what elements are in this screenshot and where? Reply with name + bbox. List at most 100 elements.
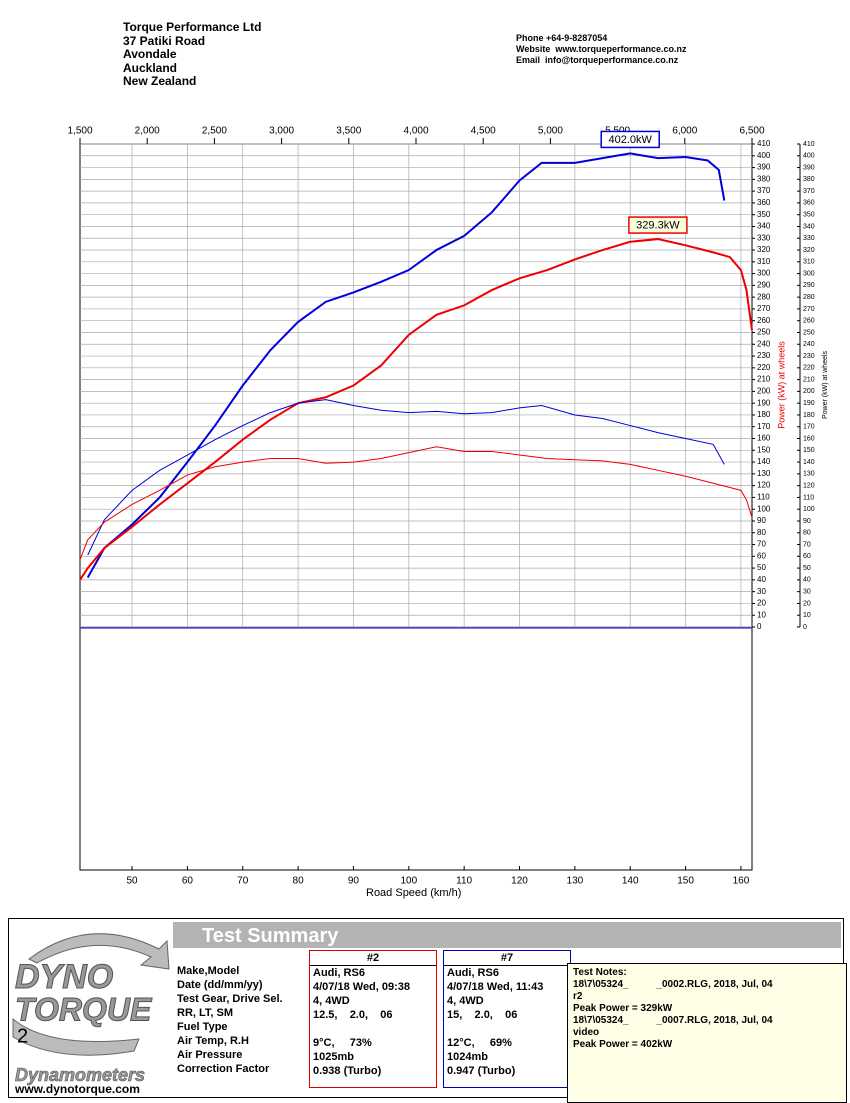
y-tick-label: 50 xyxy=(757,563,766,572)
y2-tick-label: 310 xyxy=(803,259,815,266)
logo-url: www.dynotorque.com xyxy=(14,1082,140,1096)
note-line: Peak Power = 329kW xyxy=(573,1003,673,1014)
y2-tick-label: 230 xyxy=(803,353,815,360)
y2-tick-label: 110 xyxy=(803,494,814,501)
run-name: #2 xyxy=(310,951,436,966)
y2-tick-label: 380 xyxy=(803,176,815,183)
plot-frame xyxy=(79,143,753,871)
y-tick-label: 60 xyxy=(757,551,766,560)
run-value: 9°C, 73% xyxy=(313,1037,372,1049)
address-line: New Zealand xyxy=(123,74,197,88)
y2-tick-label: 100 xyxy=(803,506,815,513)
y-tick-label: 230 xyxy=(757,351,771,360)
y-tick-label: 0 xyxy=(757,622,762,631)
note-line: Peak Power = 402kW xyxy=(573,1039,673,1050)
y2-tick-label: 390 xyxy=(803,164,815,171)
x-tick-label: 90 xyxy=(348,876,360,887)
y-tick-label: 350 xyxy=(757,210,771,219)
run-value: Audi, RS6 xyxy=(313,967,365,979)
y-tick-label: 200 xyxy=(757,386,771,395)
x-tick-label: 50 xyxy=(126,876,138,887)
contact-line: Phone +64-9-8287054 xyxy=(516,33,608,43)
x-tick-label: 80 xyxy=(293,876,305,887)
run-value: 15, 2.0, 06 xyxy=(447,1009,518,1021)
peak-label-box xyxy=(628,216,688,234)
row-label: Air Pressure xyxy=(177,1049,243,1061)
x-tick-label: 130 xyxy=(567,876,584,887)
y-tick-label: 40 xyxy=(757,575,766,584)
y-tick-label: 220 xyxy=(757,363,771,372)
x2-tick-label: 6,500 xyxy=(739,126,764,137)
run-value xyxy=(313,1022,436,1036)
y2-tick-label: 360 xyxy=(803,200,815,207)
y-tick-label: 80 xyxy=(757,528,766,537)
y2-tick-label: 120 xyxy=(803,482,815,489)
y2-tick-label: 190 xyxy=(803,400,815,407)
logo-text: Dynamometers xyxy=(15,1065,145,1085)
y-tick-label: 410 xyxy=(757,139,771,148)
y2-tick-label: 160 xyxy=(803,435,815,442)
y-tick-label: 20 xyxy=(757,599,766,608)
run-value: 0.938 (Turbo) xyxy=(313,1065,382,1077)
y2-tick-label: 300 xyxy=(803,270,815,277)
y2-tick-label: 70 xyxy=(803,541,811,548)
y-tick-label: 30 xyxy=(757,587,766,596)
run-value: 12°C, 69% xyxy=(447,1037,512,1049)
note-line: 18\7\05324_ _0007.RLG, 2018, Jul, 04 xyxy=(573,1015,773,1026)
y-tick-label: 100 xyxy=(757,504,771,513)
note-line: video xyxy=(573,1027,600,1038)
logo-number: 2 xyxy=(17,1025,28,1047)
y-tick-label: 270 xyxy=(757,304,771,313)
y-tick-label: 190 xyxy=(757,398,771,407)
run-column: #2 Audi, RS6 4/07/18 Wed, 09:38 4, 4WD 12.5,… xyxy=(309,950,437,1088)
dyno-chart: Road Speed (km/h) Power (kW) at wheels P… xyxy=(67,126,829,899)
run-value: 1025mb xyxy=(313,1051,354,1063)
row-label: Air Temp, R.H xyxy=(177,1035,249,1047)
x-tick-label: 150 xyxy=(677,876,694,887)
y-tick-label: 130 xyxy=(757,469,771,478)
y-tick-label: 380 xyxy=(757,174,771,183)
run-value: 0.947 (Turbo) xyxy=(447,1065,516,1077)
y2-tick-label: 340 xyxy=(803,223,815,230)
y2-tick-label: 250 xyxy=(803,329,815,336)
row-label: RR, LT, SM xyxy=(177,1007,234,1019)
test-summary: DYNO TORQUE 2 Dynamometers www.dynotorqu… xyxy=(8,918,847,1103)
company-address: Torque Performance Ltd 37 Patiki Road Avon… xyxy=(123,20,262,89)
y-tick-label: 140 xyxy=(757,457,771,466)
test-notes: Test Notes: 18\7\05324_ _0002.RLG, 2018, … xyxy=(567,963,847,1103)
address-line: Torque Performance Ltd xyxy=(123,20,262,34)
y-tick-label: 360 xyxy=(757,198,771,207)
run-value: 4, 4WD xyxy=(313,995,350,1007)
y2-tick-label: 280 xyxy=(803,294,815,301)
contact-line: Email info@torqueperformance.co.nz xyxy=(516,55,679,65)
y2-tick-label: 180 xyxy=(803,412,815,419)
note-line: 18\7\05324_ _0002.RLG, 2018, Jul, 04 xyxy=(573,979,773,990)
x2-tick-label: 3,500 xyxy=(336,126,361,137)
y-tick-label: 110 xyxy=(757,493,770,502)
y2-axis-label: Power (kW) at wheels xyxy=(822,350,829,419)
peak-label-box xyxy=(600,130,660,149)
summary-labels: Make,Model Date (dd/mm/yy) Test Gear, Driv… xyxy=(177,964,283,1102)
y-tick-label: 150 xyxy=(757,445,771,454)
y2-tick-label: 10 xyxy=(803,612,811,619)
x-tick-label: 70 xyxy=(237,876,249,887)
y-tick-label: 400 xyxy=(757,151,771,160)
x2-tick-label: 1,500 xyxy=(67,126,92,137)
note-line: r2 xyxy=(573,991,583,1002)
logo-text: TORQUE xyxy=(15,991,153,1027)
power-curve xyxy=(86,152,726,579)
address-line: Avondale xyxy=(123,47,177,61)
x-tick-label: 120 xyxy=(511,876,528,887)
y2-tick-label: 260 xyxy=(803,318,815,325)
y2-tick-label: 370 xyxy=(803,188,815,195)
y-tick-label: 170 xyxy=(757,422,771,431)
peak-label: 329.3kW xyxy=(636,219,680,231)
address-line: 37 Patiki Road xyxy=(123,33,206,48)
y2-tick-label: 200 xyxy=(803,388,815,395)
y-tick-label: 70 xyxy=(757,540,766,549)
y2-tick-label: 270 xyxy=(803,306,815,313)
x-tick-label: 100 xyxy=(400,876,417,887)
run-value: 12.5, 2.0, 06 xyxy=(313,1009,393,1021)
peak-label: 402.0kW xyxy=(609,134,653,146)
